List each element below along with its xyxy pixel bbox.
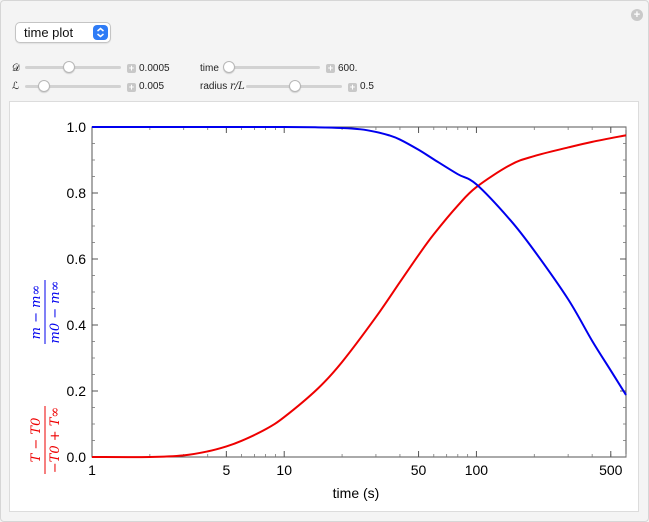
expand-plus-icon-D[interactable]: + bbox=[127, 63, 136, 73]
x-axis-label: time (s) bbox=[333, 485, 380, 501]
value-time: 600. bbox=[338, 63, 358, 74]
ylabel-red-numerator: T − T0 bbox=[29, 418, 44, 463]
options-plus-icon[interactable]: + bbox=[631, 9, 643, 21]
x-tick-label: 50 bbox=[411, 462, 427, 478]
slider-track-L[interactable] bbox=[25, 85, 121, 88]
ylabel-blue-numerator: m − m∞ bbox=[29, 285, 44, 340]
control-label-radius: radius r/L bbox=[200, 81, 245, 92]
x-tick-label: 10 bbox=[276, 462, 292, 478]
x-tick-label: 5 bbox=[222, 462, 230, 478]
ylabel-blue-denominator: m0 − m∞ bbox=[48, 281, 63, 344]
plot-panel: 0.0 0.2 0.4 0.6 0.8 1.0 1 5 10 50 100 500 m − m∞ m0… bbox=[9, 101, 639, 512]
y-tick-label: 0.2 bbox=[67, 383, 87, 399]
view-select-label: time plot bbox=[24, 25, 74, 40]
time-plot-chart: 0.0 0.2 0.4 0.6 0.8 1.0 1 5 10 50 100 500 m − m∞ m0… bbox=[29, 119, 627, 501]
value-radius: 0.5 bbox=[360, 81, 374, 92]
y-tick-label: 0.0 bbox=[67, 449, 87, 465]
y-tick-label: 0.6 bbox=[67, 251, 87, 267]
y-tick-label: 0.8 bbox=[67, 185, 87, 201]
y-tick-label: 1.0 bbox=[67, 119, 87, 135]
value-D: 0.0005 bbox=[139, 63, 170, 74]
expand-plus-icon-L[interactable]: + bbox=[127, 82, 136, 92]
control-label-time: time bbox=[200, 63, 219, 74]
slider-thumb-L[interactable] bbox=[38, 80, 50, 92]
series-line-mass bbox=[92, 125, 627, 396]
series-line-temperature bbox=[91, 134, 627, 459]
radius-label-math: r/L bbox=[230, 81, 245, 92]
plot-frame bbox=[91, 126, 627, 458]
slider-thumb-D[interactable] bbox=[63, 61, 75, 73]
slider-thumb-radius[interactable] bbox=[289, 80, 301, 92]
ylabel-red-denominator: −T0 + T∞ bbox=[48, 407, 63, 474]
value-L: 0.005 bbox=[139, 81, 165, 92]
x-tick-label: 100 bbox=[465, 462, 489, 478]
control-label-L: ℒ bbox=[12, 81, 20, 92]
view-select-dropdown[interactable]: time plot bbox=[15, 22, 111, 43]
slider-thumb-time[interactable] bbox=[223, 61, 235, 73]
slider-track-time[interactable] bbox=[224, 66, 320, 69]
x-tick-label: 1 bbox=[88, 462, 96, 478]
chevron-up-down-icon bbox=[93, 25, 108, 40]
radius-label-text: radius bbox=[200, 81, 231, 92]
x-tick-label: 500 bbox=[599, 462, 623, 478]
control-label-D: 𝒟 bbox=[12, 63, 20, 74]
y-tick-label: 0.4 bbox=[67, 317, 87, 333]
expand-plus-icon-time[interactable]: + bbox=[326, 63, 335, 73]
expand-plus-icon-radius[interactable]: + bbox=[348, 82, 357, 92]
